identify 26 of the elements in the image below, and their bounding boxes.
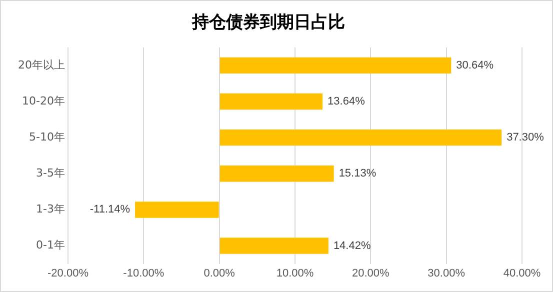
bar bbox=[220, 238, 328, 254]
x-tick-label: 0.00% bbox=[204, 267, 236, 280]
data-label: 15.13% bbox=[338, 168, 376, 180]
data-label: 30.64% bbox=[456, 59, 494, 72]
y-tick-label: 10-20年 bbox=[22, 94, 65, 108]
y-tick-label: 1-3年 bbox=[36, 202, 65, 216]
data-label: -11.14% bbox=[90, 204, 130, 216]
y-tick-label: 20年以上 bbox=[18, 58, 65, 72]
x-tick-label: -20.00% bbox=[48, 267, 89, 280]
bar bbox=[220, 57, 452, 74]
bar bbox=[220, 93, 323, 110]
chart-title: 持仓债券到期日占比 bbox=[191, 12, 345, 33]
data-label: 13.64% bbox=[328, 96, 366, 108]
bar bbox=[220, 166, 334, 182]
x-tick-label: 20.00% bbox=[352, 267, 390, 280]
x-tick-label: -10.00% bbox=[123, 267, 164, 280]
y-tick-label: 5-10年 bbox=[29, 130, 65, 144]
y-tick-label: 0-1年 bbox=[36, 238, 65, 252]
x-tick-label: 30.00% bbox=[428, 267, 466, 280]
data-label: 14.42% bbox=[333, 240, 371, 252]
data-label: 37.30% bbox=[506, 132, 544, 144]
bar bbox=[135, 202, 219, 218]
bar bbox=[220, 129, 502, 146]
y-tick-label: 3-5年 bbox=[36, 166, 65, 180]
x-tick-label: 10.00% bbox=[276, 267, 314, 280]
x-tick-label: 40.00% bbox=[503, 267, 541, 280]
